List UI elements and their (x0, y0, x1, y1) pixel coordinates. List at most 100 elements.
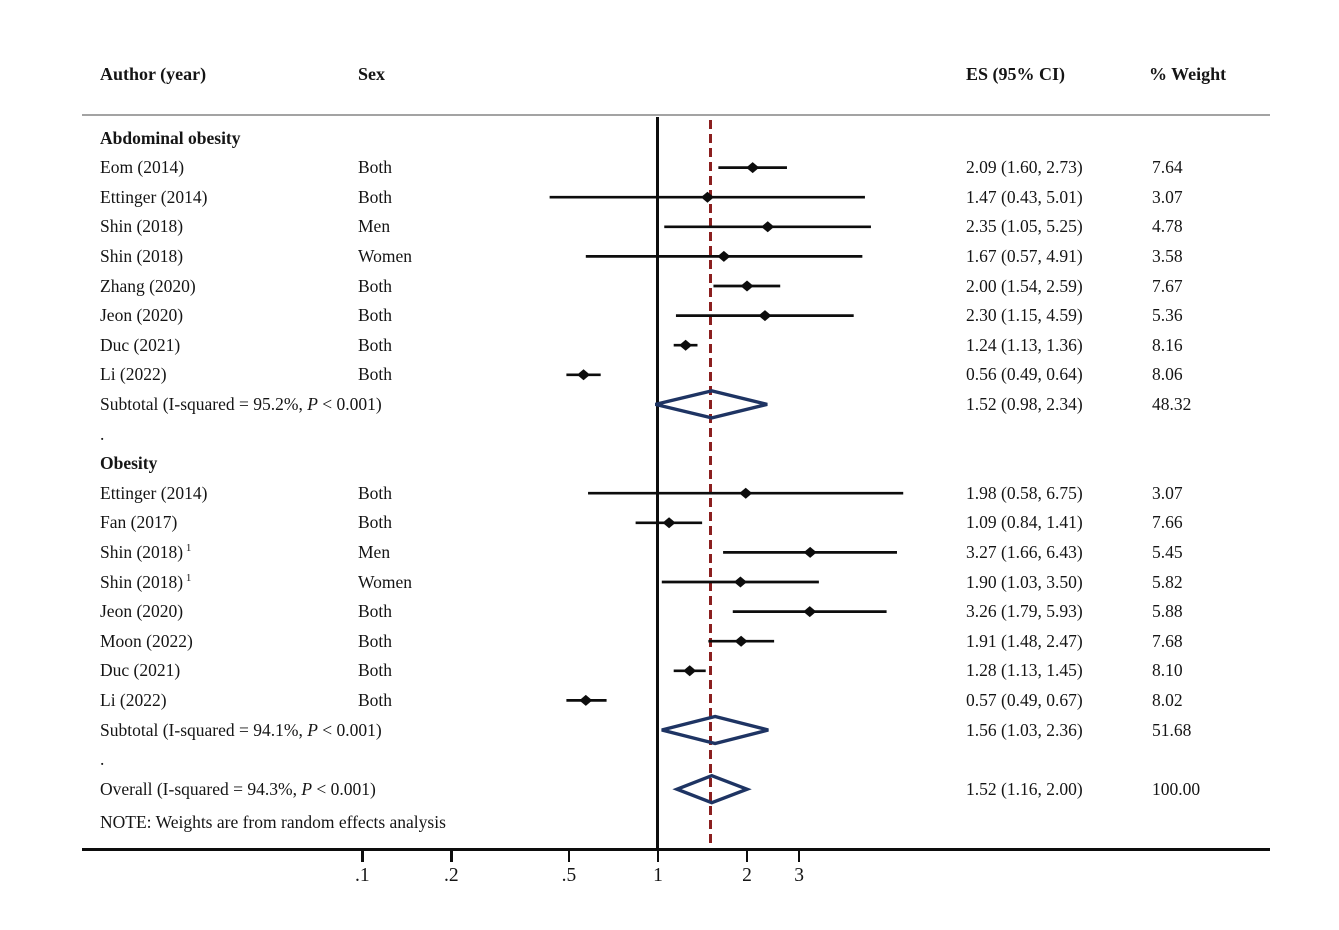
study-point-marker (758, 310, 772, 322)
study-author-label: Moon (2022) (100, 630, 193, 651)
x-axis-tick-label: .2 (444, 865, 459, 886)
study-point-marker (734, 635, 748, 647)
section-heading: Abdominal obesity (100, 127, 241, 148)
study-sex-label: Both (358, 482, 393, 503)
subtotal-weight-value: 48.32 (1152, 393, 1192, 414)
study-weight-value: 8.16 (1152, 334, 1183, 355)
study-sex-label: Both (358, 601, 393, 622)
x-axis-tick-label: .5 (561, 865, 577, 886)
x-axis-tick (745, 850, 749, 862)
study-author-superscript: 1 (183, 571, 192, 584)
study-point-marker (700, 191, 714, 203)
subtotal-label-part: Subtotal (I-squared = 95.2%, (100, 393, 308, 414)
study-weight-value: 7.66 (1152, 512, 1183, 533)
x-axis-tick (567, 850, 571, 862)
subtotal-es-value: 1.52 (0.98, 2.34) (966, 393, 1083, 414)
study-point-marker (740, 280, 754, 292)
note-text: NOTE: Weights are from random effects an… (100, 812, 446, 832)
study-author-label: Li (2022) (100, 689, 167, 710)
pooled-diamond (655, 389, 768, 420)
study-es-value: 1.24 (1.13, 1.36) (966, 334, 1083, 355)
column-header-author: Author (year) (100, 64, 207, 84)
study-sex-label: Women (358, 571, 412, 592)
study-es-value: 0.57 (0.49, 0.67) (966, 689, 1083, 710)
study-sex-label: Both (358, 186, 393, 207)
study-author-label: Jeon (2020) (100, 601, 184, 622)
study-sex-label: Both (358, 630, 393, 651)
study-sex-label: Both (358, 157, 393, 178)
study-point-marker (579, 694, 593, 706)
study-author-label: Eom (2014) (100, 157, 185, 178)
study-author-superscript: 1 (183, 542, 192, 555)
study-sex-label: Both (358, 689, 393, 710)
study-es-value: 2.09 (1.60, 2.73) (966, 157, 1083, 178)
column-header-sex: Sex (358, 64, 385, 84)
study-author-label: Jeon (2020) (100, 305, 184, 326)
overall-es-value: 1.52 (1.16, 2.00) (966, 778, 1083, 799)
column-header-weight: % Weight (1149, 64, 1227, 84)
study-author-label: Fan (2017) (100, 512, 178, 533)
pooled-diamond (672, 773, 752, 805)
study-weight-value: 7.64 (1152, 157, 1183, 178)
study-weight-value: 5.88 (1152, 601, 1183, 622)
study-es-value: 1.90 (1.03, 3.50) (966, 571, 1083, 592)
subtotal-label-part: P (307, 719, 318, 740)
study-author-label: Duc (2021) (100, 334, 181, 355)
overall-label-part: < 0.001) (312, 778, 376, 799)
study-author-label: Ettinger (2014) (100, 186, 208, 207)
study-point-marker (662, 517, 676, 529)
study-point-marker (746, 162, 760, 174)
study-point-marker (577, 369, 591, 381)
study-sex-label: Both (358, 660, 393, 681)
study-author-label: Duc (2021) (100, 660, 181, 681)
study-es-value: 0.56 (0.49, 0.64) (966, 364, 1083, 385)
x-axis-tick-label: .1 (354, 865, 370, 886)
overall-label-part: P (301, 778, 313, 799)
study-sex-label: Men (358, 541, 391, 562)
study-es-value: 1.91 (1.48, 2.47) (966, 630, 1083, 651)
study-point-marker (683, 665, 697, 677)
study-point-marker (803, 606, 817, 618)
study-weight-value: 3.58 (1152, 245, 1183, 266)
x-axis-tick-label: 1 (653, 865, 663, 886)
study-weight-value: 3.07 (1152, 186, 1183, 207)
study-point-marker (803, 546, 817, 558)
study-point-marker (717, 250, 731, 262)
study-weight-value: 5.82 (1152, 571, 1183, 592)
subtotal-label-part: < 0.001) (317, 393, 382, 414)
study-es-value: 1.67 (0.57, 4.91) (966, 245, 1083, 266)
header-separator-line (82, 114, 1270, 117)
study-point-marker (739, 487, 753, 499)
study-weight-value: 3.07 (1152, 482, 1183, 503)
null-effect-line (656, 117, 659, 849)
section-heading: Obesity (100, 453, 158, 474)
study-point-marker (733, 576, 747, 588)
x-axis-tick (797, 850, 801, 862)
study-sex-label: Both (358, 364, 393, 385)
subtotal-label-part: < 0.001) (317, 719, 382, 740)
study-es-value: 2.35 (1.05, 5.25) (966, 216, 1083, 237)
study-author-label: Zhang (2020) (100, 275, 196, 296)
study-weight-value: 7.67 (1152, 275, 1183, 296)
spacer-dot: . (100, 749, 105, 770)
subtotal-label-part: Subtotal (I-squared = 94.1%, (100, 719, 308, 740)
study-sex-label: Both (358, 512, 393, 533)
study-point-marker (761, 221, 775, 233)
study-author-label: Shin (2018) 1 (100, 571, 192, 592)
study-es-value: 1.98 (0.58, 6.75) (966, 482, 1083, 503)
study-point-marker (679, 339, 693, 351)
study-sex-label: Women (358, 245, 412, 266)
subtotal-label: Subtotal (I-squared = 95.2%, P < 0.001) (100, 393, 382, 416)
study-es-value: 2.30 (1.15, 4.59) (966, 305, 1083, 326)
column-header-es: ES (95% CI) (966, 64, 1066, 84)
study-weight-value: 5.36 (1152, 305, 1183, 326)
study-weight-value: 8.10 (1152, 660, 1183, 681)
overall-weight-value: 100.00 (1152, 778, 1201, 799)
study-es-value: 1.28 (1.13, 1.45) (966, 660, 1083, 681)
study-sex-label: Both (358, 275, 393, 296)
study-sex-label: Men (358, 216, 391, 237)
study-author-label: Ettinger (2014) (100, 482, 208, 503)
x-axis-line (82, 847, 1270, 851)
overall-effect-ref-line (709, 120, 712, 846)
